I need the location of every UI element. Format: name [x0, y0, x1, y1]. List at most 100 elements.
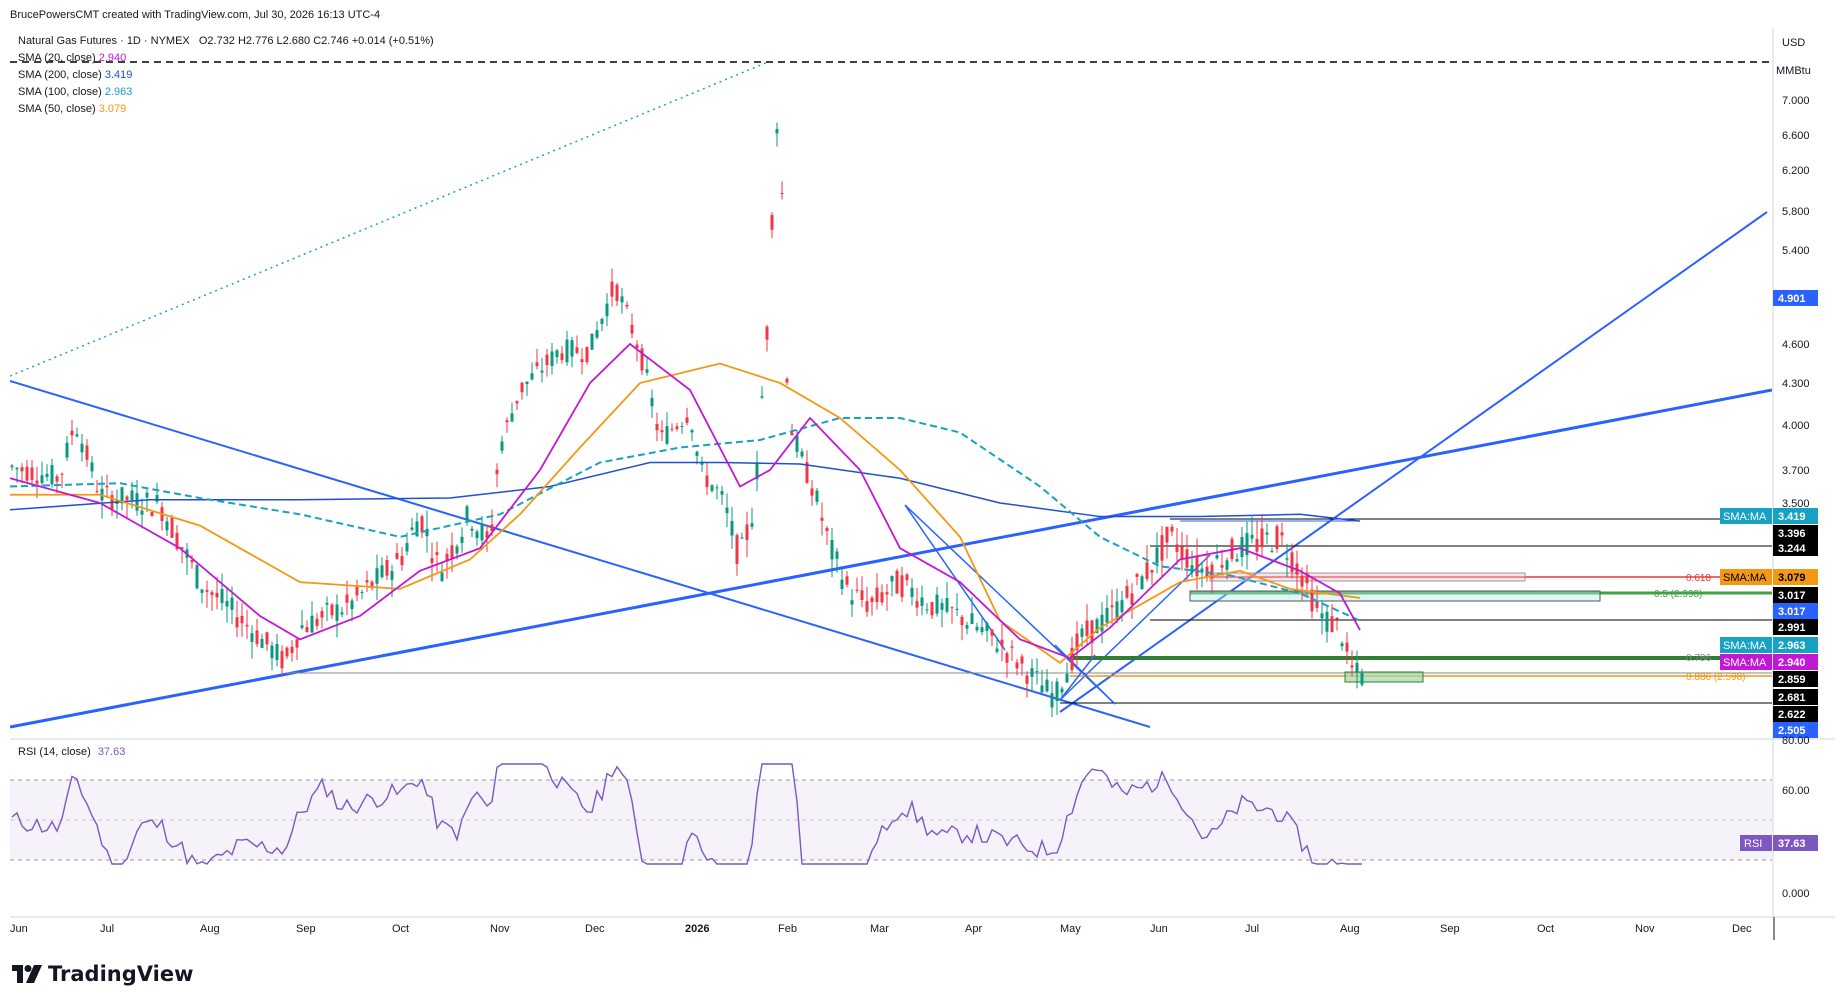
candle-body — [865, 601, 869, 612]
ohlc-values: O2.732 H2.776 L2.680 C2.746 +0.014 (+0.5… — [198, 35, 434, 47]
candle-body — [230, 597, 234, 610]
candle-body — [705, 475, 709, 488]
price-tick-label: 3.700 — [1782, 465, 1810, 477]
candle-body — [415, 521, 419, 537]
candle-body — [1010, 646, 1014, 648]
sma-tag-name — [1720, 508, 1772, 524]
candle-body — [860, 590, 864, 601]
candle-body — [425, 528, 429, 537]
steep-uptrend-line[interactable] — [1059, 211, 1768, 713]
x-line-3[interactable] — [904, 504, 1006, 651]
currency-label[interactable]: USD — [1782, 37, 1806, 49]
candle-body — [935, 594, 939, 614]
candle-body — [480, 525, 484, 541]
candle-body — [525, 381, 529, 385]
x-line-1[interactable] — [1054, 644, 1116, 705]
time-tick-label: Dec — [585, 923, 605, 935]
channel-line[interactable] — [904, 504, 1116, 705]
indicator-0[interactable]: SMA (20, close) 2.940 — [18, 52, 126, 64]
indicator-3[interactable]: SMA (50, close) 3.079 — [18, 103, 126, 115]
candle-body — [245, 624, 249, 627]
candle-body — [900, 575, 904, 598]
rsi-pane[interactable]: 80.00 60.00 0.000 RSI 37.63 — [10, 735, 1818, 900]
candle-body — [650, 397, 654, 407]
price-axis[interactable]: 7.0006.6006.2005.8005.4005.0004.6004.300… — [1654, 95, 1818, 738]
candle-body — [1135, 573, 1139, 577]
candle-body — [625, 304, 629, 307]
candle-body — [1125, 585, 1129, 598]
downtrend-line[interactable] — [10, 380, 1151, 728]
candle-body — [205, 590, 209, 592]
fib-label: 0.886 (2.598) — [1686, 672, 1746, 683]
price-tag — [1773, 654, 1818, 670]
tradingview-logo[interactable]: TradingView — [12, 962, 193, 986]
candle-body — [1130, 593, 1134, 605]
rsi-line — [11, 763, 1362, 866]
candle-body — [580, 359, 584, 363]
price-tick-label: 5.800 — [1782, 206, 1810, 218]
fib-label: 0.618 — [1686, 573, 1711, 584]
x-line-2[interactable] — [1059, 654, 1096, 701]
candle-body — [765, 326, 769, 340]
price-tag — [1773, 508, 1818, 524]
candle-body — [90, 462, 94, 472]
rsi-value-tag — [1773, 835, 1818, 851]
candle-body — [255, 630, 259, 645]
candle-body — [735, 535, 739, 565]
candle-body — [780, 193, 784, 195]
candle-body — [335, 604, 339, 621]
candle-body — [1015, 662, 1019, 669]
candle-body — [1085, 620, 1089, 636]
rising-support-line[interactable] — [10, 388, 1772, 729]
candle-body — [510, 413, 514, 422]
indicator-label: SMA (200, close) — [18, 69, 102, 81]
chart-credit: BrucePowersCMT created with TradingView.… — [10, 9, 381, 21]
candle-body — [130, 490, 134, 501]
drawing-layer[interactable] — [10, 61, 1772, 729]
fib-zone-05[interactable] — [1189, 590, 1601, 602]
candle-body — [315, 618, 319, 626]
candle-body — [530, 373, 534, 380]
candle-body — [145, 492, 149, 498]
rsi-tag-text: RSI — [1744, 838, 1762, 850]
candle-body — [675, 426, 679, 430]
candle-body — [20, 467, 24, 472]
candle-body — [670, 428, 674, 430]
indicator-1[interactable]: SMA (200, close) 3.419 — [18, 69, 132, 81]
candle-body — [830, 539, 834, 560]
rsi-legend[interactable]: RSI (14, close) 37.63 — [18, 746, 125, 758]
candle-body — [280, 651, 284, 669]
indicator-2[interactable]: SMA (100, close) 2.963 — [18, 86, 132, 98]
candle-body — [785, 378, 789, 383]
candle-body — [655, 423, 659, 431]
time-axis[interactable]: Jun Jul Aug Sep Oct Nov Dec 2026 Feb Mar Apr May Jun… — [10, 923, 1752, 935]
price-tag — [1773, 637, 1818, 653]
candle-body — [240, 615, 244, 624]
candle-body — [810, 488, 814, 496]
candle-body — [700, 462, 704, 465]
candle-body — [40, 475, 44, 484]
time-tick-label: Jun — [10, 923, 28, 935]
candle-body — [570, 340, 574, 357]
rsi-tick-label: 0.000 — [1782, 888, 1810, 900]
candle-body — [35, 480, 39, 484]
time-tick-label: Jul — [100, 923, 114, 935]
rsi-tick-label: 80.00 — [1782, 735, 1810, 747]
candle-body — [805, 462, 809, 483]
price-tag-text: 2.622 — [1778, 709, 1806, 721]
candle-body — [75, 434, 79, 437]
candle-body — [165, 521, 169, 531]
candle-body — [1260, 528, 1264, 548]
time-tick-label: Mar — [870, 923, 889, 935]
candle-body — [990, 629, 994, 636]
target-zone[interactable] — [1344, 671, 1424, 683]
candle-body — [45, 473, 49, 478]
candle-body — [1335, 617, 1339, 620]
candle-body — [65, 442, 69, 458]
price-tag — [1773, 722, 1818, 738]
candle-body — [1280, 532, 1284, 536]
symbol-title[interactable]: Natural Gas Futures · 1D · NYMEX — [18, 35, 190, 47]
candle-body — [170, 517, 174, 538]
candle-body — [1190, 565, 1194, 573]
